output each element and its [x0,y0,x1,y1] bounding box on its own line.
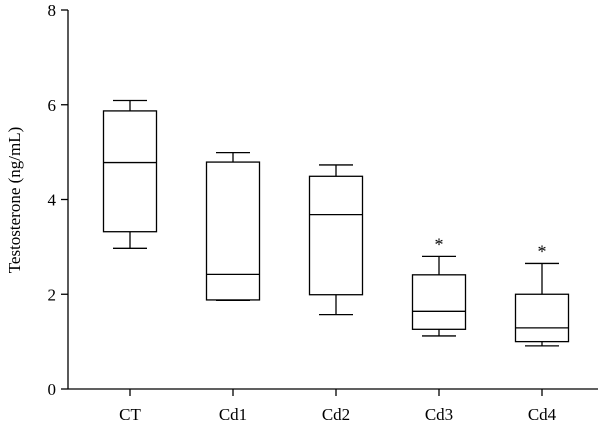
x-tick-label: Cd4 [528,405,557,424]
y-tick-label: 8 [48,1,57,20]
y-tick-label: 6 [48,96,57,115]
iqr-box [102,110,158,233]
box-series: * * [102,99,570,347]
x-tick-label: Cd1 [219,405,247,424]
x-tick-label: CT [119,405,141,424]
iqr-box [411,274,467,330]
x-tick-label: Cd2 [322,405,350,424]
x-axis: CT Cd1 Cd2 Cd3 Cd4 [68,388,598,424]
y-tick-label: 0 [48,380,57,399]
y-tick-label: 4 [48,191,57,210]
iqr-box [205,161,261,301]
box-cd2 [308,164,364,316]
x-tick-label: Cd3 [425,405,453,424]
iqr-box [514,293,570,343]
y-tick-label: 2 [48,285,57,304]
box-cd4: * [514,241,570,347]
box-cd1 [205,151,261,302]
y-axis-label: Testosterone (ng/mL) [5,127,24,274]
significance-marker: * [538,241,547,261]
y-axis: 0 2 4 6 8 [48,1,69,399]
iqr-box [308,175,364,296]
box-ct [102,99,158,249]
box-cd3: * [411,234,467,337]
significance-marker: * [435,234,444,254]
